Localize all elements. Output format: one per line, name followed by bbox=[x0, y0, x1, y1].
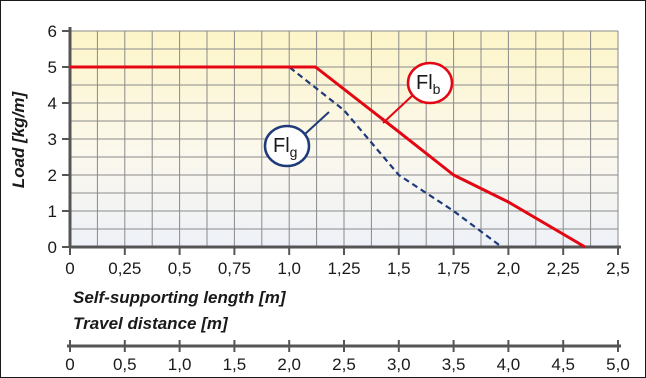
x-tick-label: 0,5 bbox=[168, 259, 192, 278]
secondary-x-tick-label: 3,0 bbox=[387, 355, 411, 374]
y-tick-label: 2 bbox=[48, 166, 57, 185]
x-tick-label: 2,0 bbox=[497, 259, 521, 278]
secondary-x-tick-label: 4,5 bbox=[551, 355, 575, 374]
y-tick-label: 1 bbox=[48, 202, 57, 221]
x-tick-label: 1,75 bbox=[437, 259, 470, 278]
x-tick-label: 1,25 bbox=[327, 259, 360, 278]
callout-flg: Flg bbox=[263, 111, 330, 168]
x-tick-label: 2,5 bbox=[606, 259, 630, 278]
callout-leader-line bbox=[382, 94, 414, 124]
callout-leader-line bbox=[304, 111, 330, 135]
secondary-x-tick-label: 0 bbox=[65, 355, 74, 374]
secondary-x-axis-title: Travel distance [m] bbox=[73, 314, 229, 333]
x-tick-label: 0 bbox=[65, 259, 74, 278]
secondary-x-tick-label: 2,0 bbox=[277, 355, 301, 374]
secondary-x-tick-label: 1,0 bbox=[168, 355, 192, 374]
y-tick-label: 4 bbox=[48, 94, 57, 113]
y-tick-label: 3 bbox=[48, 130, 57, 149]
x-tick-labels: 0 0,25 0,5 0,75 1,0 1,25 1,5 1,75 2,0 2,25 2,5 bbox=[65, 247, 630, 278]
secondary-x-axis: 0 0,5 1,0 1,5 2,0 2,5 3,0 3,5 4,0 4,5 5,0 bbox=[65, 340, 630, 374]
secondary-x-tick-label: 1,5 bbox=[223, 355, 247, 374]
series-line-flb bbox=[70, 65, 586, 249]
secondary-x-tick-label: 0,5 bbox=[113, 355, 137, 374]
callout-flb: Flb bbox=[382, 61, 454, 124]
callout-circle bbox=[263, 124, 311, 168]
x-axis-title: Self-supporting length [m] bbox=[73, 288, 287, 307]
y-tick-label: 0 bbox=[48, 238, 57, 257]
x-tick-label: 1,5 bbox=[387, 259, 411, 278]
callout-circle bbox=[406, 61, 454, 105]
x-tick-label: 2,25 bbox=[547, 259, 580, 278]
x-tick-label: 1,0 bbox=[277, 259, 301, 278]
grid bbox=[69, 30, 619, 248]
secondary-x-tick-label: 2,5 bbox=[332, 355, 356, 374]
x-tick-label: 0,75 bbox=[218, 259, 251, 278]
callout-label: Flg bbox=[273, 135, 297, 160]
callout-label: Flb bbox=[416, 72, 441, 97]
secondary-x-tick-label: 5,0 bbox=[606, 355, 630, 374]
series-callouts: Flb Flg bbox=[263, 61, 454, 168]
secondary-x-tick-label: 4,0 bbox=[497, 355, 521, 374]
secondary-x-tick-label: 3,5 bbox=[442, 355, 466, 374]
y-tick-label: 6 bbox=[48, 22, 57, 41]
y-axis-title: Load [kg/m] bbox=[9, 91, 28, 189]
y-tick-labels: 0 1 2 3 4 5 6 bbox=[48, 22, 70, 257]
series-lines bbox=[70, 65, 586, 249]
x-tick-label: 0,25 bbox=[108, 259, 141, 278]
y-tick-label: 5 bbox=[48, 58, 57, 77]
